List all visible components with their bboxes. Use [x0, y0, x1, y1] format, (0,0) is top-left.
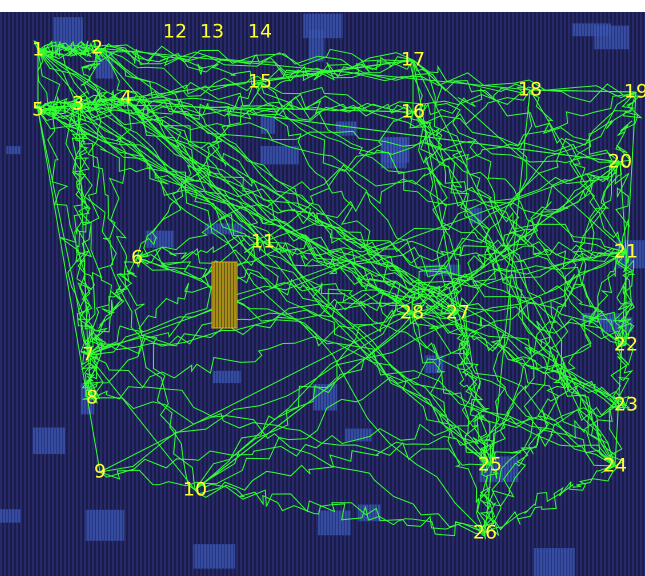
cell-block: [32, 427, 65, 454]
node-label: 27: [446, 302, 470, 324]
node-label: 7: [82, 344, 94, 366]
cell-block: [0, 509, 21, 522]
node-label: 22: [614, 334, 638, 356]
cell-block: [85, 510, 124, 541]
obstacle: [212, 262, 237, 328]
cell-block: [595, 26, 630, 50]
node-label: 14: [248, 21, 272, 43]
node-label: 23: [614, 394, 638, 416]
node-label: 8: [86, 387, 98, 409]
cell-block: [318, 511, 351, 536]
node-label: 18: [518, 79, 542, 101]
node-label: 1: [32, 39, 44, 61]
node-label: 11: [251, 231, 275, 253]
node-label: 16: [401, 101, 425, 123]
cell-block: [260, 146, 298, 164]
node-label: 19: [624, 81, 645, 103]
node-label: 28: [400, 302, 424, 324]
cell-block: [193, 544, 235, 568]
node-label: 6: [131, 247, 143, 269]
node-label: 4: [120, 87, 132, 109]
node-label: 10: [183, 479, 207, 501]
cell-block: [261, 116, 275, 134]
cell-block: [213, 371, 240, 383]
route-view: 1234567891011121314151617181920212223242…: [0, 0, 645, 576]
cell-block: [534, 548, 575, 576]
node-label: 17: [401, 49, 425, 71]
node-label: 15: [248, 71, 272, 93]
node-label: 25: [478, 454, 502, 476]
node-label: 24: [603, 455, 627, 477]
node-label: 2: [91, 37, 103, 59]
cell-block: [7, 146, 21, 154]
node-label: 3: [72, 93, 84, 115]
node-label: 13: [200, 21, 224, 43]
node-label: 12: [163, 21, 187, 43]
cell-block: [336, 121, 357, 135]
node-label: 21: [614, 241, 638, 263]
node-label: 5: [32, 99, 44, 121]
node-label: 26: [473, 522, 497, 544]
node-label: 20: [608, 151, 632, 173]
node-label: 9: [94, 461, 106, 483]
